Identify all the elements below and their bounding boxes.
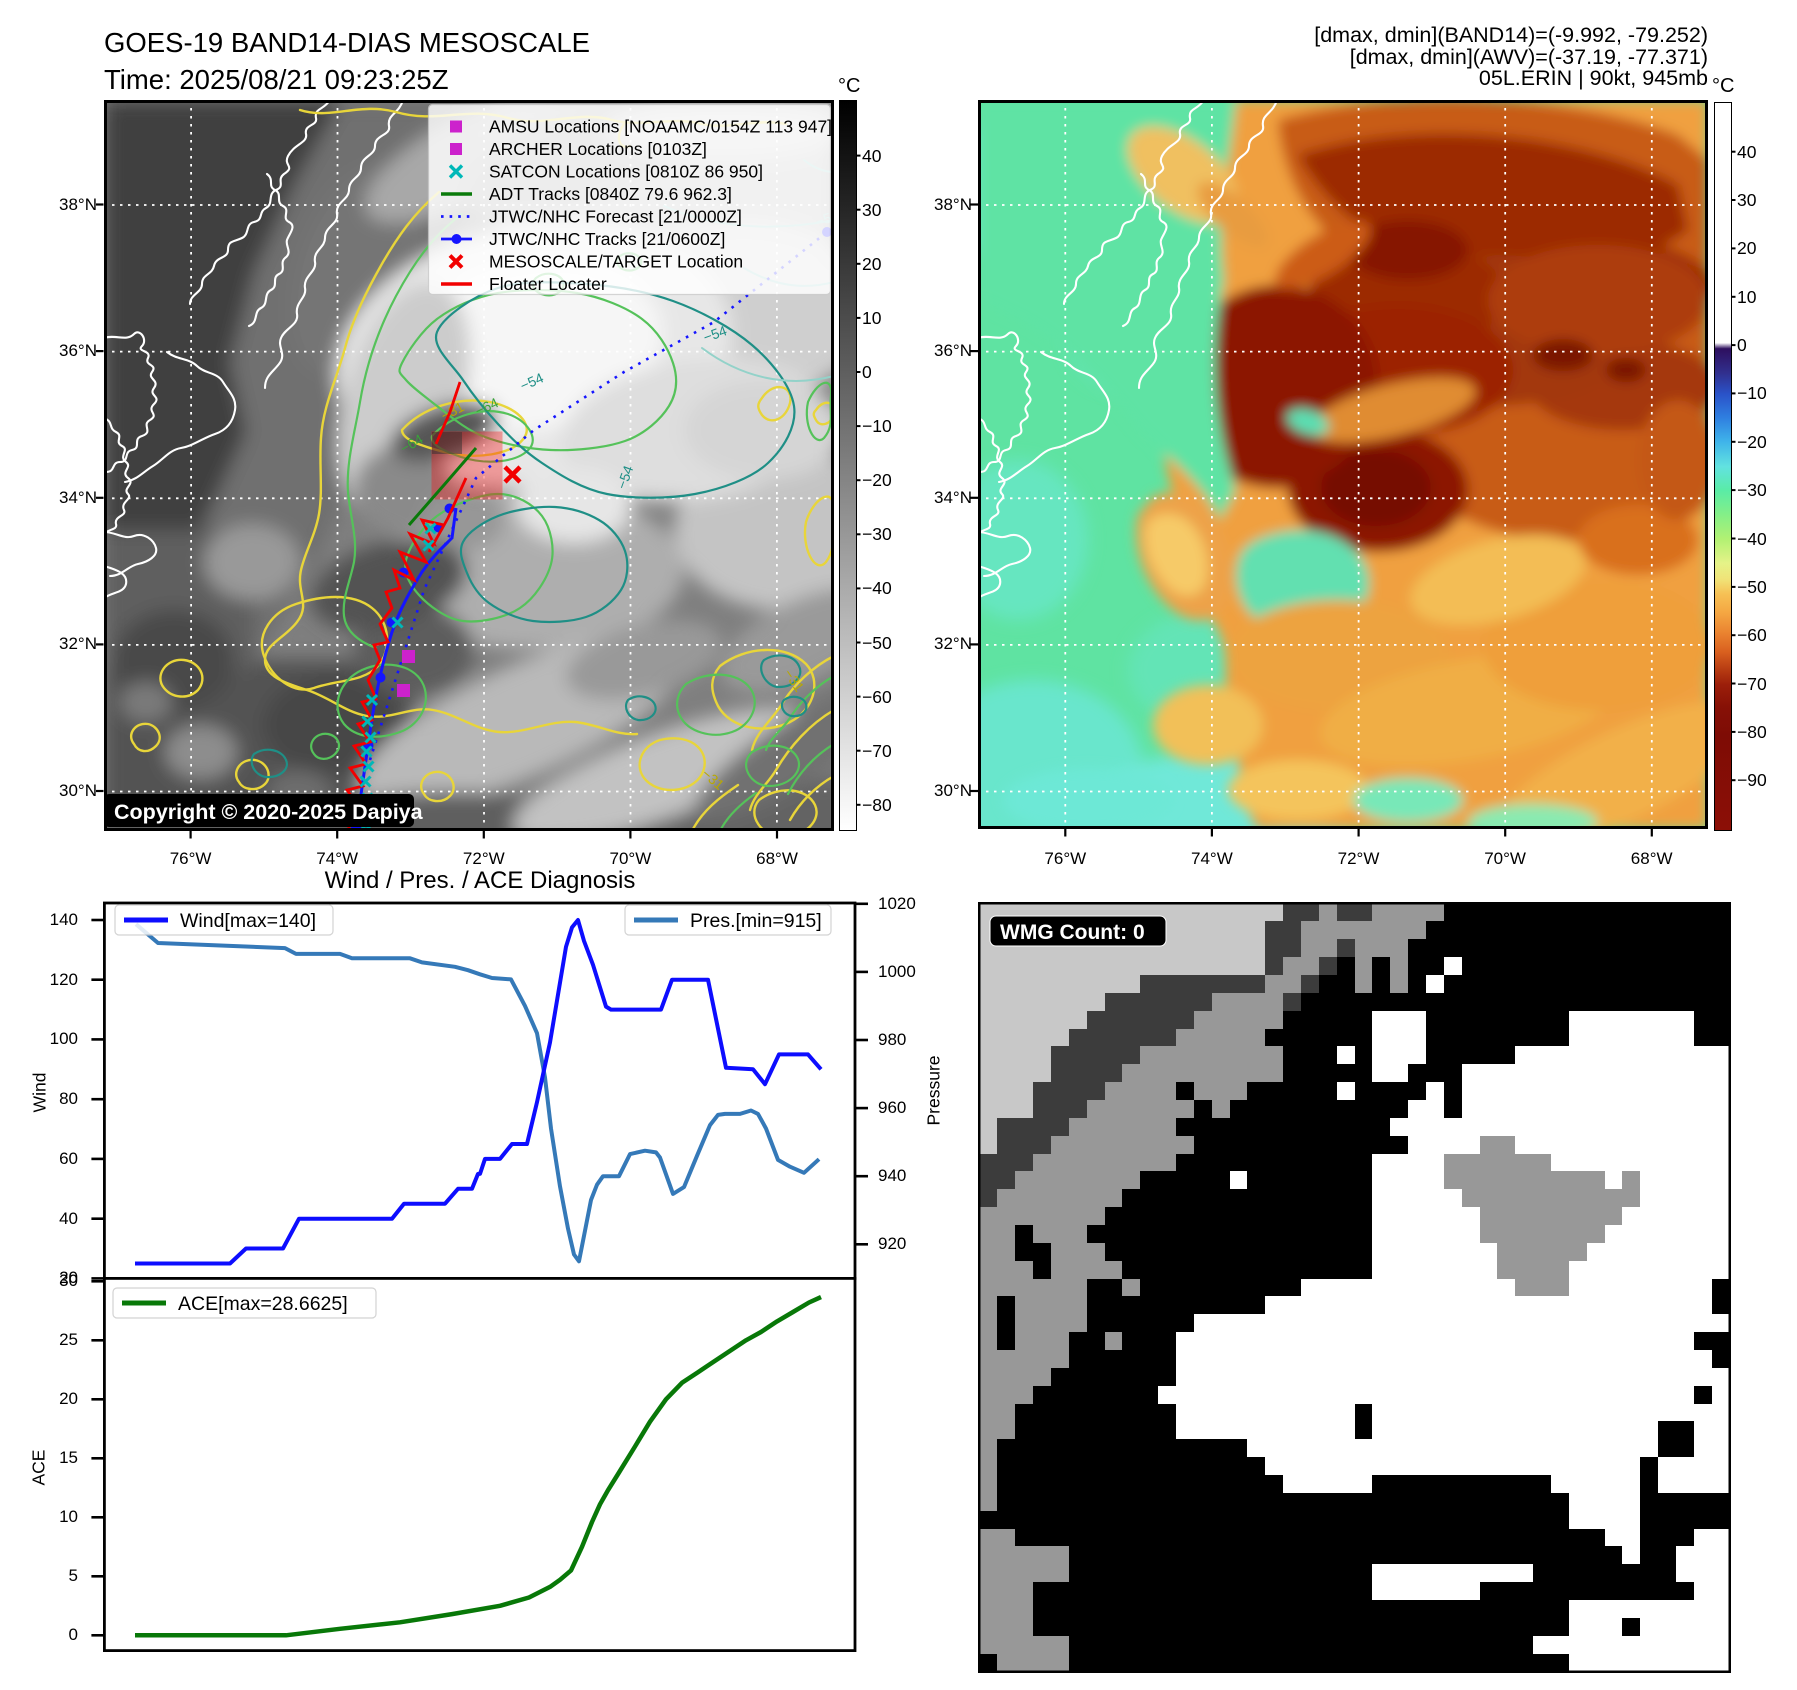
svg-text:Wind[max=140]: Wind[max=140] xyxy=(180,910,316,932)
svg-text:ADT Tracks [0840Z 79.6 962.3]: ADT Tracks [0840Z 79.6 962.3] xyxy=(489,184,732,204)
svg-text:−54: −54 xyxy=(613,463,636,491)
svg-text:Floater Locater: Floater Locater xyxy=(489,274,607,294)
svg-text:SATCON Locations [0810Z 86 950: SATCON Locations [0810Z 86 950] xyxy=(489,161,763,181)
svg-text:−54: −54 xyxy=(701,322,729,345)
svg-text:AMSU Locations [NOAAMC/0154Z 1: AMSU Locations [NOAAMC/0154Z 113 947] xyxy=(489,116,832,136)
svg-text:ARCHER Locations [0103Z]: ARCHER Locations [0103Z] xyxy=(489,139,707,159)
svg-text:ACE[max=28.6625]: ACE[max=28.6625] xyxy=(178,1293,348,1315)
svg-text:WMG Count: 0: WMG Count: 0 xyxy=(1000,921,1145,944)
svg-text:JTWC/NHC Forecast [21/0000Z]: JTWC/NHC Forecast [21/0000Z] xyxy=(489,206,742,226)
svg-text:Pres.[min=915]: Pres.[min=915] xyxy=(690,910,822,932)
svg-text:Copyright © 2020-2025 Dapiya: Copyright © 2020-2025 Dapiya xyxy=(114,800,424,824)
svg-text:JTWC/NHC Tracks [21/0600Z]: JTWC/NHC Tracks [21/0600Z] xyxy=(489,229,725,249)
svg-text:MESOSCALE/TARGET Location: MESOSCALE/TARGET Location xyxy=(489,251,743,271)
